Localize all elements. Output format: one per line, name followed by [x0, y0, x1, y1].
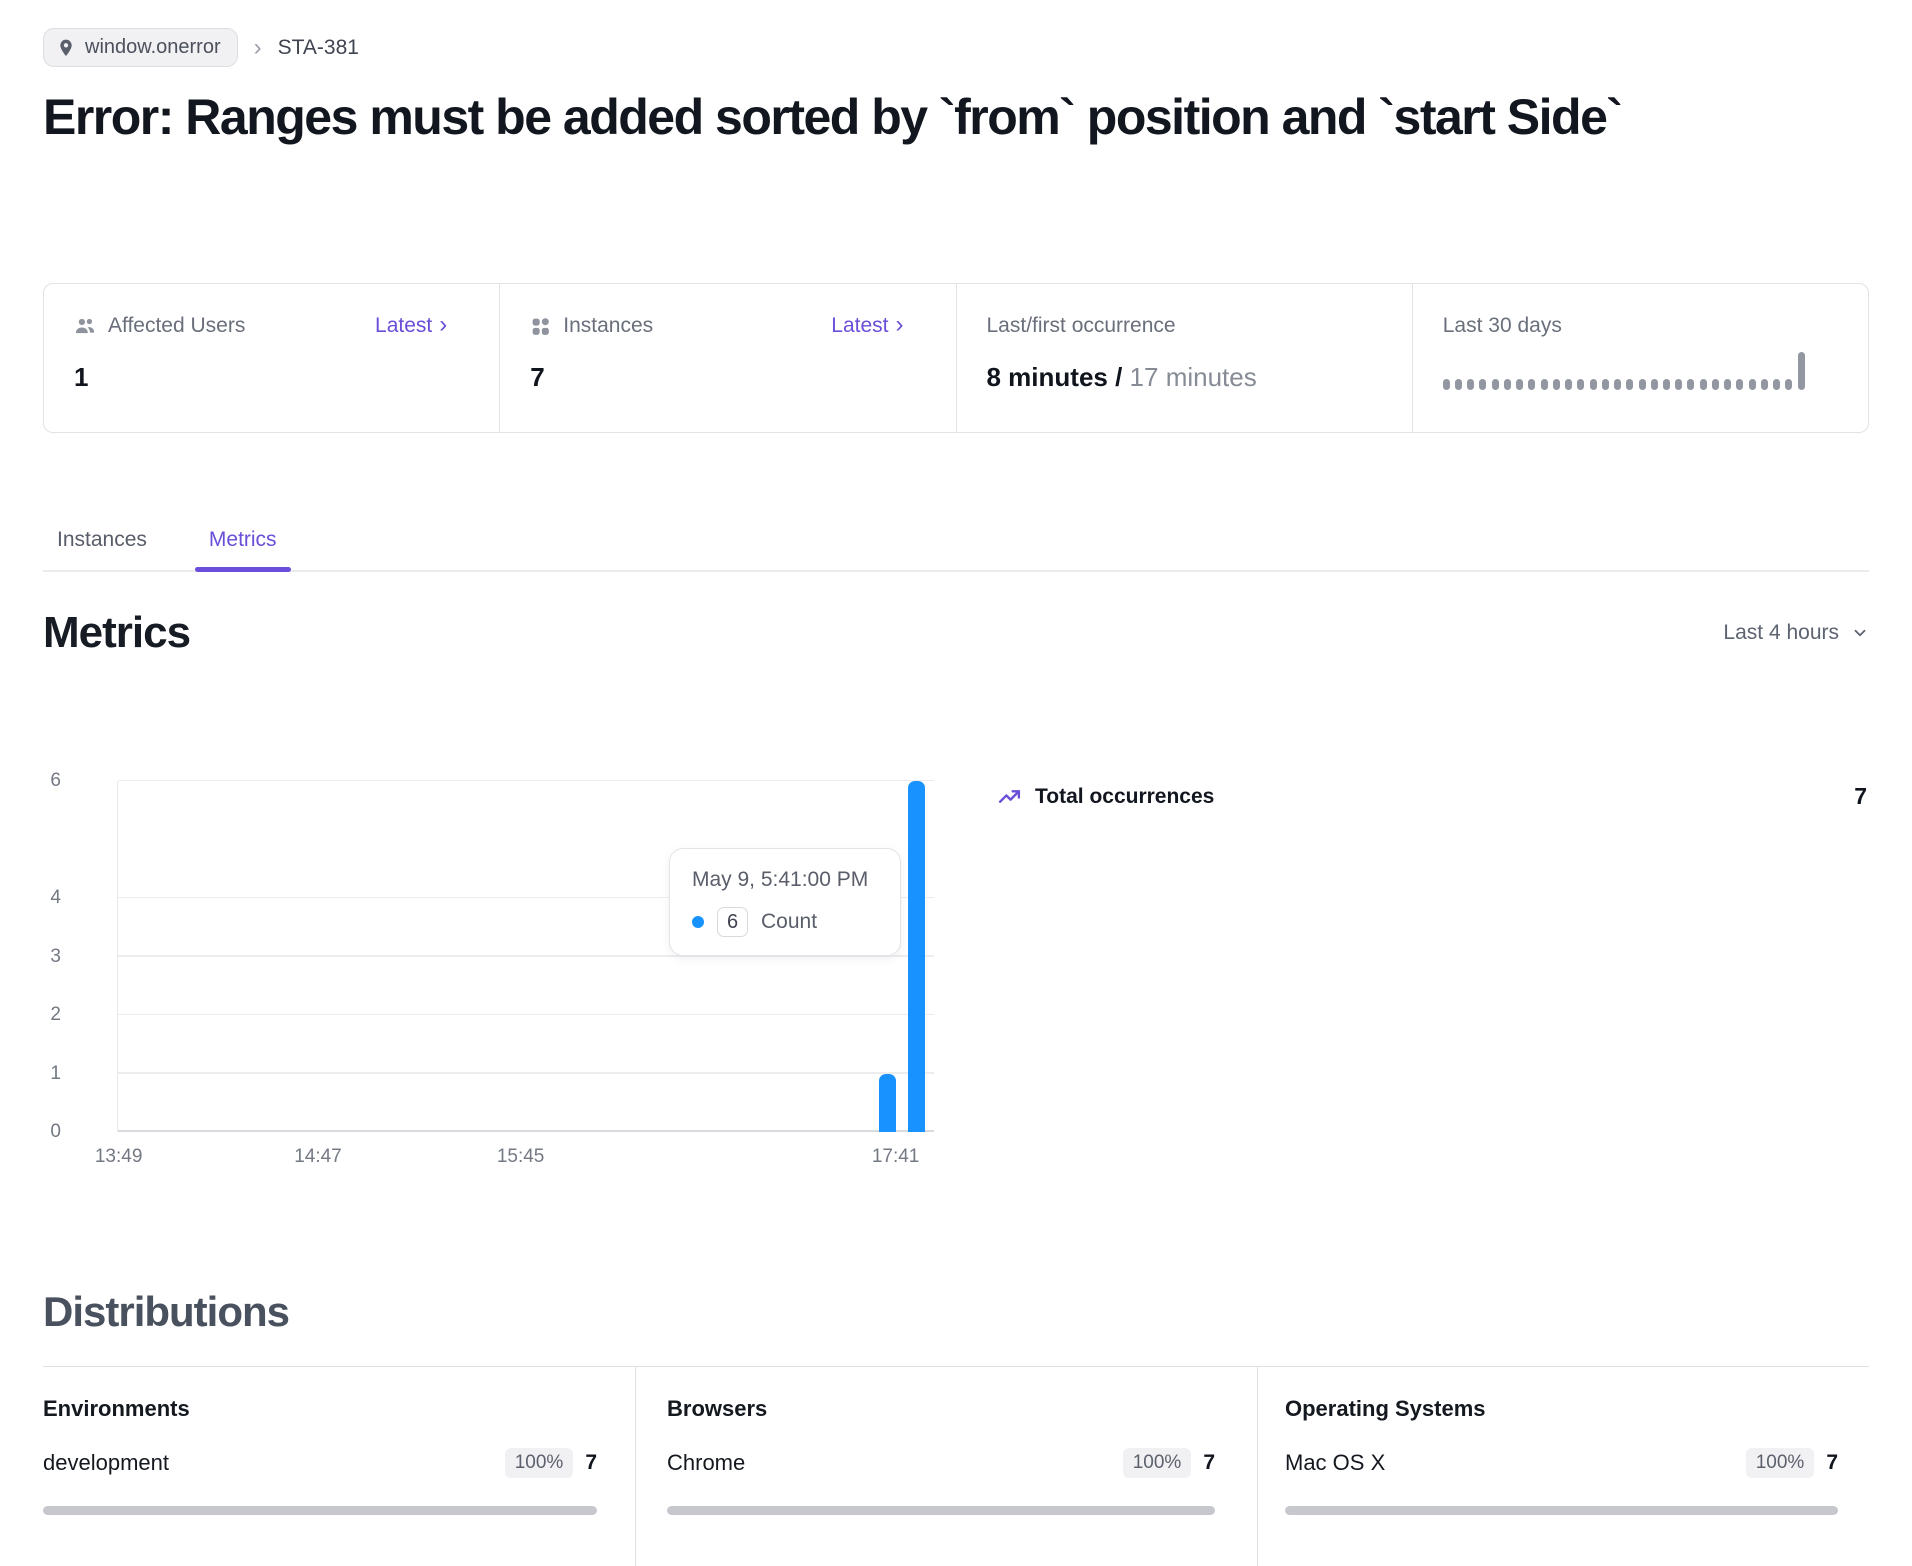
- distribution-percent-badge: 100%: [504, 1448, 574, 1478]
- tooltip-series-name: Count: [761, 910, 818, 933]
- legend-series-label: Total occurrences: [1035, 784, 1215, 808]
- card-label: Last 30 days: [1442, 314, 1562, 337]
- time-range-value: Last 4 hours: [1723, 621, 1839, 644]
- distributions-heading: Distributions: [43, 1288, 290, 1335]
- breadcrumb-location-label: window.onerror: [85, 36, 221, 58]
- distribution-count: 7: [585, 1451, 597, 1474]
- distribution-count: 7: [1826, 1451, 1838, 1474]
- tab-instances[interactable]: Instances: [57, 528, 147, 551]
- chevron-down-icon: [1851, 624, 1869, 642]
- card-label: Instances: [563, 314, 654, 337]
- distribution-percent-badge: 100%: [1745, 1448, 1815, 1478]
- card-affected-users: Affected Users Latest › 1: [44, 284, 499, 432]
- distribution-progress-bar: [1285, 1506, 1838, 1515]
- card-last-30-days: Last 30 days: [1411, 284, 1868, 432]
- occurrence-value: 8 minutes / 17 minutes: [987, 362, 1384, 393]
- location-pin-icon: [56, 38, 76, 58]
- distribution-progress-bar: [43, 1506, 597, 1515]
- x-axis: 13:49 14:47 15:45 17:41: [94, 1146, 920, 1167]
- card-label: Affected Users: [108, 314, 246, 337]
- tooltip-value: 6: [717, 907, 748, 937]
- distribution-title: Browsers: [667, 1396, 768, 1421]
- chart-bar[interactable]: [907, 781, 925, 1132]
- distributions: Environments development 100% 7 Browsers…: [43, 1366, 1869, 1566]
- metrics-heading: Metrics: [43, 608, 191, 657]
- occurrence-last: 8 minutes /: [986, 362, 1130, 392]
- breadcrumb-issue-id: STA-381: [277, 35, 359, 59]
- chart-bar[interactable]: [879, 1073, 897, 1132]
- legend-total-value: 7: [1854, 783, 1867, 809]
- last-30-days-sparkline: [1442, 350, 1805, 390]
- distribution-count: 7: [1203, 1451, 1215, 1474]
- users-icon: [74, 315, 96, 337]
- distribution-title: Operating Systems: [1285, 1396, 1486, 1421]
- card-label: Last/first occurrence: [986, 314, 1176, 337]
- grid-icon: [530, 316, 551, 337]
- chevron-right-icon: ›: [439, 311, 448, 338]
- distribution-environments: Environments development 100% 7: [43, 1367, 635, 1566]
- distribution-progress-bar: [667, 1506, 1215, 1515]
- instances-value: 7: [530, 362, 545, 392]
- distribution-percent-badge: 100%: [1122, 1448, 1192, 1478]
- distribution-operating-systems: Operating Systems Mac OS X 100% 7: [1257, 1367, 1869, 1566]
- distribution-title: Environments: [43, 1396, 190, 1421]
- chevron-right-icon: ›: [895, 311, 904, 338]
- trend-up-icon: [997, 784, 1022, 809]
- distribution-label: development: [43, 1450, 169, 1475]
- occurrence-first: 17 minutes: [1129, 362, 1257, 392]
- instances-latest-link[interactable]: Latest ›: [831, 311, 904, 338]
- breadcrumb: window.onerror › STA-381: [43, 28, 359, 67]
- page-title: Error: Ranges must be added sorted by `f…: [43, 89, 1623, 145]
- tooltip-timestamp: May 9, 5:41:00 PM: [692, 868, 869, 891]
- distribution-row: Mac OS X 100% 7: [1285, 1448, 1838, 1478]
- distribution-row: Chrome 100% 7: [667, 1448, 1215, 1478]
- breadcrumb-location-pill[interactable]: window.onerror: [43, 28, 238, 67]
- distribution-label: Chrome: [667, 1450, 746, 1475]
- series-dot-icon: [692, 916, 704, 928]
- card-occurrence: Last/first occurrence 8 minutes / 17 min…: [955, 284, 1412, 432]
- tab-bar: Instances Metrics: [43, 522, 1869, 572]
- distribution-row: development 100% 7: [43, 1448, 597, 1478]
- breadcrumb-separator-icon: ›: [253, 33, 262, 61]
- tab-metrics[interactable]: Metrics: [194, 522, 291, 572]
- chart-legend: Total occurrences 7: [997, 783, 1869, 810]
- chart-tooltip: May 9, 5:41:00 PM 6 Count: [669, 848, 901, 956]
- time-range-selector[interactable]: Last 4 hours: [1723, 621, 1869, 645]
- stat-cards: Affected Users Latest › 1 Instances Late…: [43, 283, 1869, 433]
- affected-users-value: 1: [74, 362, 89, 392]
- distribution-label: Mac OS X: [1285, 1450, 1386, 1475]
- metrics-chart-plot[interactable]: May 9, 5:41:00 PM 6 Count: [117, 779, 934, 1132]
- metrics-header: Metrics Last 4 hours: [43, 608, 1869, 658]
- distribution-browsers: Browsers Chrome 100% 7: [635, 1367, 1257, 1566]
- card-instances: Instances Latest › 7: [499, 284, 955, 432]
- affected-users-latest-link[interactable]: Latest ›: [375, 311, 448, 338]
